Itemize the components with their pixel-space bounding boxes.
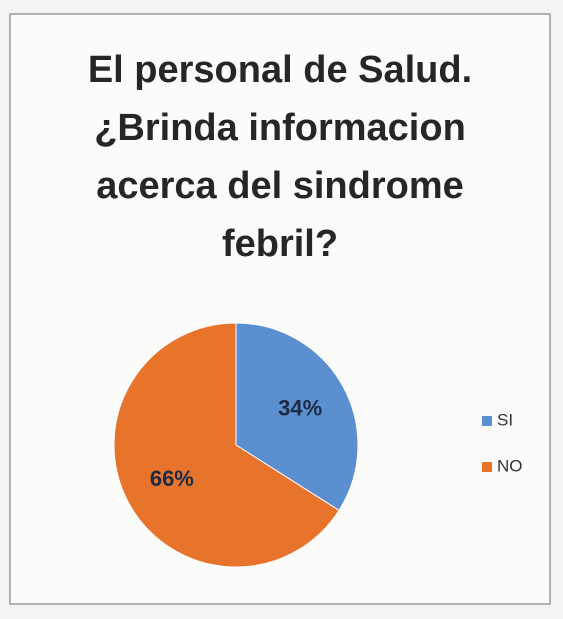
- title-line: El personal de Salud.: [88, 49, 472, 91]
- plot: 34% 66% SI NO: [113, 322, 523, 568]
- title-line: ¿Brinda informacion: [94, 107, 466, 149]
- data-label: 34%: [278, 396, 322, 421]
- chart-title: El personal de Salud. ¿Brinda informacion…: [88, 49, 472, 265]
- pie-slice: [235, 322, 359, 512]
- legend-swatch: [482, 416, 492, 426]
- title-line: febril?: [222, 223, 338, 265]
- data-label: 66%: [150, 466, 194, 491]
- title-line: acerca del sindrome: [96, 165, 464, 207]
- legend-label: NO: [497, 456, 523, 475]
- legend-label: SI: [497, 410, 513, 429]
- pie-slice: [113, 322, 340, 568]
- legend-swatch: [482, 462, 492, 472]
